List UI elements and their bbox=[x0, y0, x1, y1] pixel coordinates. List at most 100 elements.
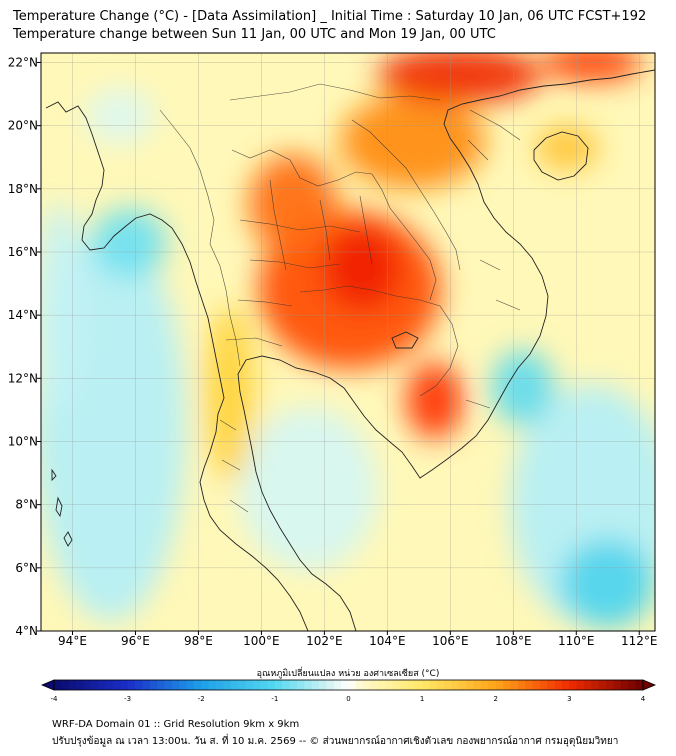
field-hot-north-china bbox=[377, 53, 542, 104]
colorbar-tick-label--2: -2 bbox=[198, 695, 205, 703]
colorbar-segment-51 bbox=[429, 680, 438, 690]
colorbar-segment-73 bbox=[591, 680, 600, 690]
tick-label-lat-18: 18°N bbox=[8, 182, 38, 196]
colorbar-segment-45 bbox=[385, 680, 394, 690]
coastline-tonle-sap bbox=[391, 331, 419, 349]
colorbar-segment-39 bbox=[341, 680, 349, 690]
colorbar-segment-44 bbox=[377, 680, 386, 690]
tick-label-lat-4: 4°N bbox=[15, 624, 38, 638]
colorbar-segment-77 bbox=[620, 680, 629, 690]
colorbar-segment-56 bbox=[466, 680, 475, 690]
colorbar-tick-label-0: 0 bbox=[346, 695, 350, 703]
colorbar-segment-26 bbox=[245, 680, 254, 690]
field-warm-hainan bbox=[535, 125, 599, 170]
colorbar-segment-48 bbox=[407, 680, 416, 690]
map-axes: 94°E 96°E 98°E 100°E 102°E 104°E 106°E 108°E 110… bbox=[8, 55, 658, 648]
colorbar-tick-label-1: 1 bbox=[420, 695, 424, 703]
colorbar-segment-0 bbox=[54, 680, 62, 690]
tick-label-lon-100: 100°E bbox=[243, 634, 280, 648]
colorbar-segment-33 bbox=[296, 680, 305, 690]
tick-label-lat-6: 6°N bbox=[15, 561, 38, 575]
colorbar-segment-29 bbox=[267, 680, 276, 690]
colorbar-segment-12 bbox=[142, 680, 151, 690]
footer-resolution: WRF-DA Domain 01 :: Grid Resolution 9km … bbox=[52, 719, 300, 730]
colorbar-segment-24 bbox=[230, 680, 239, 690]
colorbar-segment-71 bbox=[576, 680, 585, 690]
tick-label-lon-104: 104°E bbox=[369, 634, 406, 648]
field-cool-gulf-of-martaban bbox=[91, 207, 167, 278]
colorbar-segment-7 bbox=[105, 680, 114, 690]
colorbar-frame bbox=[53, 679, 644, 691]
tick-label-lon-102: 102°E bbox=[306, 634, 343, 648]
footer-credits: ปรับปรุงข้อมูล ณ เวลา 13:00น. วัน ส. ที่… bbox=[52, 736, 619, 747]
graticule bbox=[41, 53, 655, 631]
colorbar-segment-70 bbox=[569, 680, 578, 690]
field-cool-offshore-vietnam bbox=[491, 349, 555, 426]
colorbar-segment-20 bbox=[201, 680, 210, 690]
colorbar-segment-79 bbox=[635, 680, 644, 690]
colorbar-segment-1 bbox=[61, 680, 70, 690]
colorbar-segment-78 bbox=[628, 680, 637, 690]
colorbar-segment-22 bbox=[215, 680, 224, 690]
colorbar-segment-57 bbox=[473, 680, 482, 690]
colorbar-segment-76 bbox=[613, 680, 622, 690]
colorbar-segment-54 bbox=[451, 680, 460, 690]
tick-label-lon-96: 96°E bbox=[121, 634, 150, 648]
colorbar-segment-53 bbox=[444, 680, 452, 690]
colorbar-segment-14 bbox=[157, 680, 165, 690]
colorbar-segment-66 bbox=[539, 680, 548, 690]
colorbar-tick-label--3: -3 bbox=[124, 695, 131, 703]
coastline-peninsula-east bbox=[237, 69, 655, 631]
field-cool-north-sea bbox=[85, 87, 155, 145]
colorbar-segment-21 bbox=[208, 680, 217, 690]
tick-label-lat-8: 8°N bbox=[15, 498, 38, 512]
colorbar-segment-47 bbox=[400, 680, 408, 690]
map-frame bbox=[40, 52, 656, 632]
coastline-mainland-west bbox=[45, 101, 309, 631]
colorbar-segment-8 bbox=[112, 680, 121, 690]
admin-borders bbox=[159, 83, 521, 513]
colorbar-segment-31 bbox=[282, 680, 290, 690]
colorbar-segment-74 bbox=[598, 680, 607, 690]
colorbar-segment-50 bbox=[422, 680, 430, 690]
colorbar: -4 -3 -2 -1 0 1 2 3 4 bbox=[40, 679, 657, 703]
colorbar-segment-58 bbox=[481, 680, 489, 690]
chart-subtitle: Temperature change between Sun 11 Jan, 0… bbox=[13, 27, 496, 42]
colorbar-segment-19 bbox=[193, 680, 202, 690]
colorbar-segment-61 bbox=[503, 680, 511, 690]
coastline-andaman-islands bbox=[51, 468, 73, 547]
tick-label-lat-16: 16°N bbox=[8, 245, 38, 259]
colorbar-segment-72 bbox=[584, 680, 592, 690]
field-cool-southeast-corner bbox=[560, 539, 655, 628]
coastlines bbox=[45, 69, 655, 631]
temperature-field bbox=[41, 53, 655, 628]
colorbar-segment-67 bbox=[547, 680, 556, 690]
colorbar-tick-label-2: 2 bbox=[494, 695, 498, 703]
colorbar-segment-40 bbox=[348, 680, 357, 690]
border-cambodia bbox=[299, 285, 459, 397]
colorbar-segment-4 bbox=[83, 680, 92, 690]
colorbar-segment-28 bbox=[260, 680, 268, 690]
colorbar-segment-35 bbox=[311, 680, 320, 690]
field-cool-west-coast bbox=[41, 201, 86, 417]
colorbar-segment-13 bbox=[149, 680, 158, 690]
tick-label-lon-110: 110°E bbox=[558, 634, 595, 648]
colorbar-segment-37 bbox=[326, 680, 335, 690]
colorbar-segment-27 bbox=[252, 680, 261, 690]
colorbar-tick-label-3: 3 bbox=[567, 695, 571, 703]
chart-title: Temperature Change (°C) - [Data Assimila… bbox=[13, 9, 647, 24]
colorbar-segment-30 bbox=[274, 680, 283, 690]
colorbar-segment-63 bbox=[517, 680, 526, 690]
colorbar-segment-42 bbox=[363, 680, 371, 690]
colorbar-label: อุณหภูมิเปลี่ยนแปลง หน่วย องศาเซลเซียส (… bbox=[257, 666, 440, 679]
colorbar-segment-59 bbox=[488, 680, 497, 690]
field-warm-vietnam-north bbox=[340, 94, 485, 189]
colorbar-segment-23 bbox=[223, 680, 232, 690]
tick-label-lon-108: 108°E bbox=[495, 634, 532, 648]
colorbar-segment-65 bbox=[532, 680, 541, 690]
tick-label-lon-112: 112°E bbox=[621, 634, 658, 648]
field-cool-gulf-of-thailand bbox=[239, 406, 378, 571]
colorbar-segment-55 bbox=[458, 680, 467, 690]
field-warm-peninsula bbox=[204, 305, 256, 483]
